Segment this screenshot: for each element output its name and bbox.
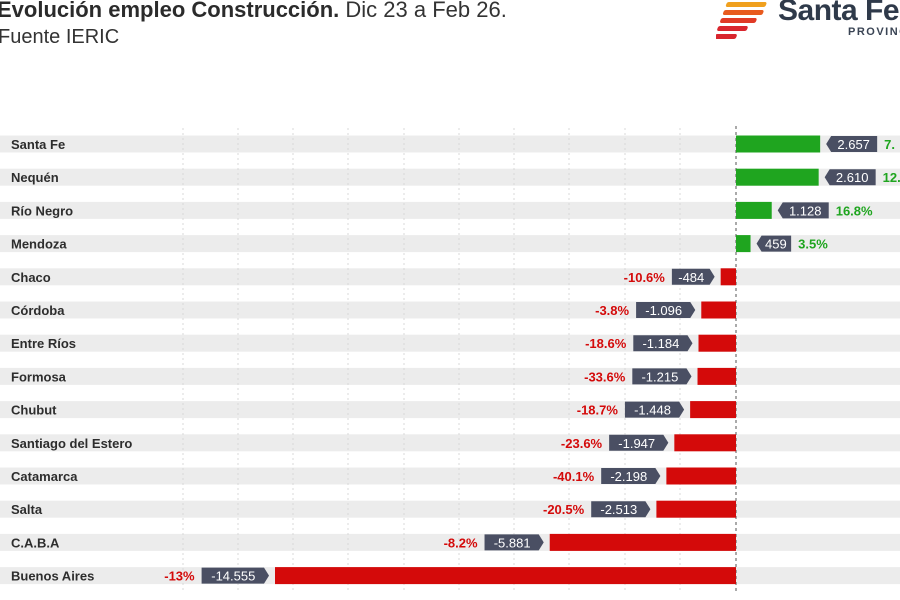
logo-stripe-1 bbox=[725, 2, 767, 7]
logo-sub: PROVINCIA bbox=[848, 26, 900, 38]
value-tag bbox=[601, 468, 661, 484]
pct-label: -40.1% bbox=[553, 469, 595, 484]
category-label: Mendoza bbox=[11, 237, 67, 252]
value-tag bbox=[201, 567, 269, 584]
logo-stripe-3 bbox=[720, 18, 757, 23]
value-label: -1.947 bbox=[618, 436, 655, 451]
pct-label: -10.6% bbox=[624, 270, 666, 285]
bar bbox=[720, 268, 736, 286]
bar bbox=[690, 401, 736, 419]
chart-subtitle: Fuente IERIC bbox=[0, 26, 120, 48]
pct-label: -18.6% bbox=[585, 336, 627, 351]
category-label: Buenos Aires bbox=[11, 569, 94, 584]
row-band bbox=[0, 334, 900, 352]
bar bbox=[736, 235, 751, 253]
pct-label: -3.8% bbox=[595, 303, 629, 318]
bar bbox=[736, 201, 772, 219]
value-tag bbox=[609, 434, 669, 451]
bar bbox=[701, 301, 736, 319]
value-label: -1.448 bbox=[634, 403, 671, 418]
pct-label: 12. bbox=[883, 170, 900, 185]
value-tag bbox=[824, 169, 876, 186]
value-label: 459 bbox=[765, 237, 787, 252]
bar bbox=[549, 533, 736, 551]
value-tag bbox=[624, 401, 685, 418]
value-tag bbox=[671, 268, 715, 285]
value-tag bbox=[777, 202, 829, 219]
value-tag bbox=[591, 501, 651, 518]
value-label: -1.184 bbox=[642, 336, 679, 351]
logo-name: Santa Fe bbox=[778, 0, 900, 27]
value-label: 1.128 bbox=[789, 203, 822, 218]
row-band bbox=[0, 268, 900, 286]
chart-title-bold: Evolución empleo Construcción. bbox=[0, 0, 340, 22]
bar bbox=[656, 500, 736, 518]
santa-fe-logo: Santa Fe PROVINCIA bbox=[716, 0, 900, 44]
bar bbox=[697, 367, 736, 385]
row-band bbox=[0, 434, 900, 452]
value-label: -5.881 bbox=[494, 535, 531, 550]
value-label: -1.096 bbox=[645, 303, 682, 318]
value-label: -2.513 bbox=[600, 502, 637, 517]
bar bbox=[674, 434, 736, 452]
bar bbox=[275, 567, 736, 585]
pct-label: 16.8% bbox=[836, 203, 873, 218]
pct-label: -20.5% bbox=[543, 502, 585, 517]
category-label: Nequén bbox=[11, 170, 59, 185]
pct-label: -23.6% bbox=[561, 436, 603, 451]
bar bbox=[666, 467, 736, 485]
category-label: Río Negro bbox=[11, 203, 73, 218]
category-label: Formosa bbox=[11, 369, 67, 384]
logo-stripe-4 bbox=[717, 26, 748, 31]
row-band bbox=[0, 168, 900, 186]
category-label: Entre Ríos bbox=[11, 336, 76, 351]
pct-label: 7. bbox=[884, 137, 895, 152]
category-label: C.A.B.A bbox=[11, 535, 60, 550]
category-label: Salta bbox=[11, 502, 43, 517]
chart-title-period: Dic 23 a Feb 26. bbox=[345, 0, 507, 22]
category-label: Chaco bbox=[11, 270, 51, 285]
row-band bbox=[0, 367, 900, 385]
row-band bbox=[0, 201, 900, 219]
value-tag bbox=[633, 335, 693, 352]
value-tag bbox=[636, 302, 696, 318]
category-label: Córdoba bbox=[11, 303, 65, 318]
category-label: Santa Fe bbox=[11, 137, 65, 152]
pct-label: 3.5% bbox=[798, 237, 828, 252]
category-label: Santiago del Estero bbox=[11, 436, 132, 451]
chart-title: Evolución empleo Construcción. Dic 23 a … bbox=[0, 0, 507, 23]
value-label: -1.215 bbox=[641, 369, 678, 384]
pct-label: -33.6% bbox=[584, 369, 626, 384]
value-label: -484 bbox=[678, 270, 704, 285]
pct-label: -18.7% bbox=[577, 403, 619, 418]
category-label: Chubut bbox=[11, 403, 57, 418]
value-tag bbox=[632, 368, 692, 385]
category-label: Catamarca bbox=[11, 469, 78, 484]
value-tag bbox=[484, 534, 544, 551]
row-band bbox=[0, 467, 900, 485]
bar bbox=[698, 334, 736, 352]
value-tag bbox=[826, 136, 878, 152]
logo-stripe-5 bbox=[716, 34, 737, 39]
row-band bbox=[0, 500, 900, 518]
logo-stripe-2 bbox=[722, 10, 764, 15]
value-tag bbox=[756, 235, 792, 252]
value-label: 2.610 bbox=[836, 170, 869, 185]
pct-label: -8.2% bbox=[444, 535, 478, 550]
row-band bbox=[0, 135, 900, 153]
row-band bbox=[0, 235, 900, 253]
bar bbox=[736, 135, 821, 153]
value-label: -14.555 bbox=[211, 569, 255, 584]
row-band bbox=[0, 301, 900, 319]
bar bbox=[736, 168, 819, 186]
value-label: -2.198 bbox=[610, 469, 647, 484]
value-label: 2.657 bbox=[837, 137, 870, 152]
row-band bbox=[0, 401, 900, 419]
pct-label: -13% bbox=[164, 569, 195, 584]
santa-fe-logo-mark bbox=[716, 2, 767, 39]
